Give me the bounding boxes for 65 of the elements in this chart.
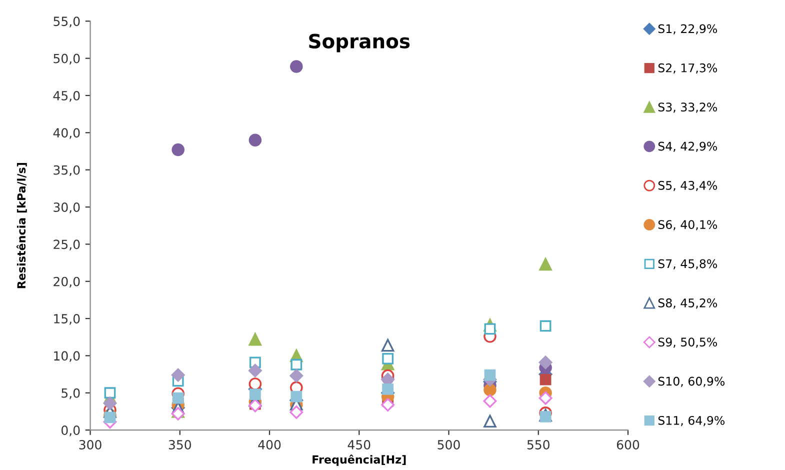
point bbox=[484, 384, 496, 396]
y-tick-label: 35,0 bbox=[54, 165, 80, 176]
point bbox=[539, 258, 552, 271]
y-tick-label: 30,0 bbox=[54, 202, 80, 214]
point bbox=[381, 338, 394, 352]
y-tick-label: 40,0 bbox=[53, 128, 80, 139]
legend-label: S1, 22,9% bbox=[658, 24, 718, 34]
text: Sopranos bbox=[309, 34, 410, 52]
point bbox=[290, 60, 303, 73]
legend-label: S11, 64,9% bbox=[658, 416, 725, 426]
y-axis-title: Resistência [kPa/l/s] bbox=[16, 163, 27, 288]
y-tick-label: 15,0 bbox=[54, 314, 80, 325]
x-tick-label: 450 bbox=[348, 440, 370, 450]
point bbox=[103, 396, 117, 410]
point bbox=[540, 374, 552, 386]
point bbox=[172, 392, 184, 404]
point bbox=[248, 364, 262, 378]
legend-label: S8, 45,2% bbox=[658, 298, 718, 309]
point bbox=[538, 356, 552, 370]
point bbox=[249, 388, 261, 400]
y-tick-label: 55,0 bbox=[54, 16, 80, 28]
x-tick-label: 500 bbox=[438, 440, 460, 450]
y-tick-label: 25,0 bbox=[54, 240, 80, 250]
point bbox=[382, 383, 394, 395]
legend-label: S3, 33,2% bbox=[658, 102, 718, 113]
legend-label: S2, 17,3% bbox=[658, 63, 718, 74]
point bbox=[248, 378, 262, 390]
point bbox=[171, 406, 185, 420]
point bbox=[484, 323, 496, 335]
legend-label: S5, 43,4% bbox=[658, 180, 718, 192]
legend-label: S7, 45,8% bbox=[658, 259, 718, 270]
legend-label: S6, 40,1% bbox=[658, 220, 718, 230]
legend-label: S4, 42,9% bbox=[658, 142, 718, 152]
point bbox=[172, 143, 184, 156]
x-tick-label: 400 bbox=[258, 440, 281, 450]
point bbox=[104, 412, 116, 424]
y-tick-label: 0,0 bbox=[62, 426, 80, 436]
point bbox=[483, 394, 497, 408]
point bbox=[540, 410, 552, 422]
legend-label: S9, 50,5% bbox=[658, 338, 718, 348]
point bbox=[104, 387, 116, 399]
y-tick-label: 10,0 bbox=[54, 351, 80, 362]
point bbox=[484, 414, 496, 428]
x-tick-label: 300 bbox=[79, 440, 102, 450]
y-tick-label: 20,0 bbox=[54, 276, 80, 288]
point bbox=[290, 358, 302, 370]
x-tick-label: 550 bbox=[527, 440, 550, 450]
point bbox=[290, 369, 304, 383]
legend-label: S10, 60,9% bbox=[658, 376, 725, 387]
point bbox=[290, 390, 302, 402]
point bbox=[484, 369, 496, 381]
point bbox=[540, 320, 552, 332]
y-tick-label: 45,0 bbox=[53, 90, 80, 102]
y-tick-label: 50,0 bbox=[54, 54, 80, 65]
point bbox=[381, 398, 395, 412]
point bbox=[290, 405, 304, 419]
point bbox=[382, 352, 394, 364]
x-tick-label: 350 bbox=[168, 440, 191, 450]
point bbox=[171, 368, 185, 382]
point bbox=[538, 391, 552, 405]
point bbox=[248, 332, 262, 346]
x-tick-label: 600 bbox=[616, 440, 640, 450]
x-axis-title: Frequência[Hz] bbox=[312, 454, 406, 466]
point bbox=[248, 134, 262, 146]
y-tick-label: 5,0 bbox=[62, 388, 80, 400]
